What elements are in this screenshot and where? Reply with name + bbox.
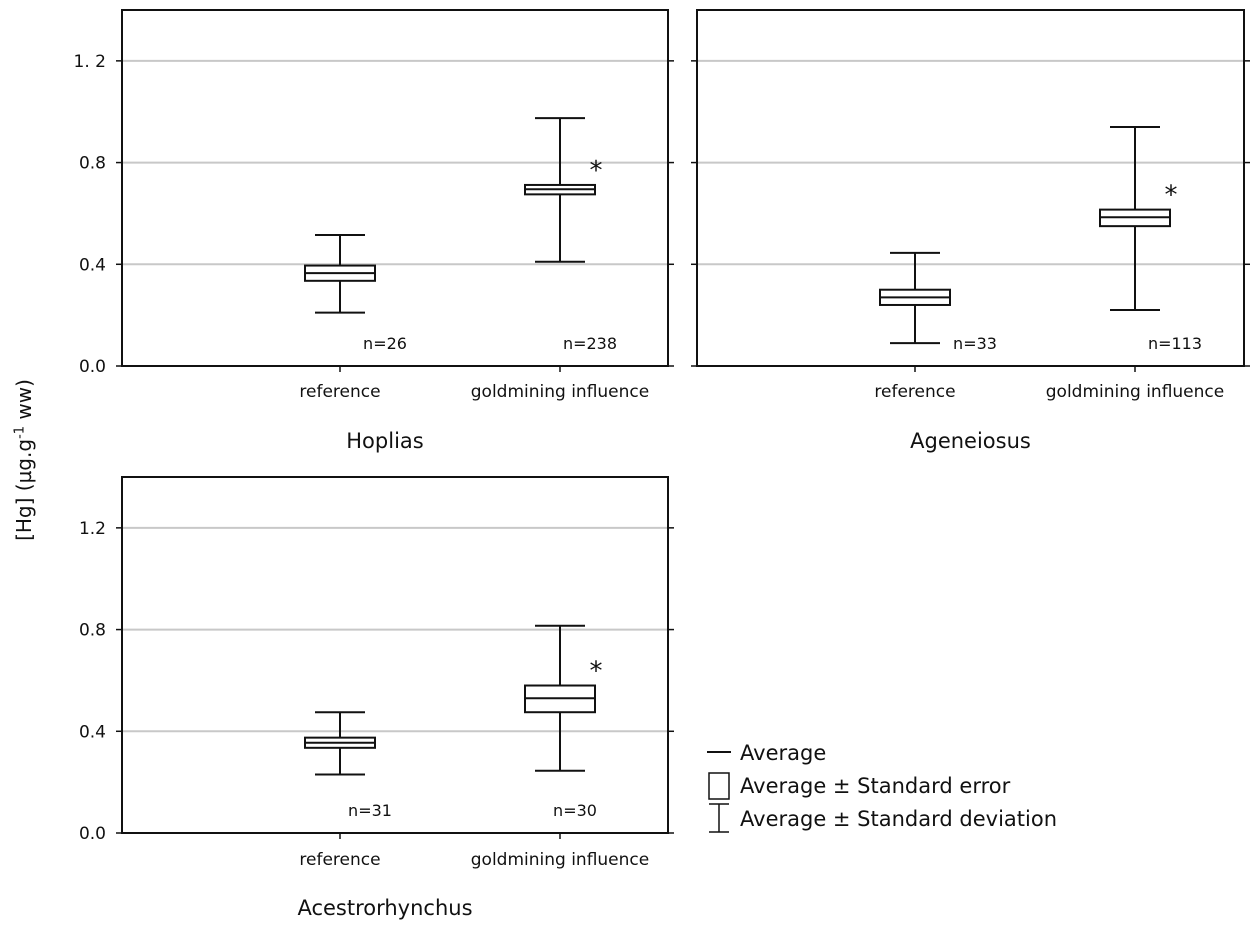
y-tick-label: 0.0 (79, 357, 106, 377)
legend-sd-whisker-icon (709, 803, 729, 833)
n-label: n=31 (348, 801, 392, 820)
x-tick-label: goldmining influence (471, 850, 649, 870)
significance-asterisk: * (1165, 181, 1178, 211)
box-reference: n=31 (304, 711, 392, 820)
y-tick-label: 0.0 (79, 824, 106, 844)
box-goldmining: n=238 * (524, 117, 617, 353)
legend-label: Average (740, 741, 826, 765)
panel-title: Ageneiosus (910, 429, 1031, 453)
x-tick-label: reference (299, 850, 380, 870)
n-label: n=26 (363, 334, 407, 353)
legend-label: Average ± Standard error (740, 774, 1011, 798)
plot-frame (696, 9, 1245, 367)
panel-title: Hoplias (346, 429, 423, 453)
n-label: n=113 (1148, 334, 1202, 353)
n-label: n=33 (953, 334, 997, 353)
significance-asterisk: * (590, 156, 603, 186)
plot-frame (121, 476, 669, 834)
n-label: n=238 (563, 334, 617, 353)
box-goldmining: n=113 * (1099, 125, 1202, 353)
y-tick-label: 1. 2 (74, 52, 106, 72)
x-tick-label: reference (299, 382, 380, 402)
x-tick-label: goldmining influence (1046, 382, 1224, 402)
significance-asterisk: * (590, 657, 603, 687)
panel-title: Acestrorhynchus (297, 896, 472, 920)
y-tick-label: 0.4 (79, 255, 106, 275)
box-reference: n=26 (304, 234, 407, 353)
legend-label: Average ± Standard deviation (740, 807, 1057, 831)
y-tick-label: 0.4 (79, 722, 106, 742)
plot-frame (121, 9, 669, 367)
x-tick-label: goldmining influence (471, 382, 649, 402)
n-label: n=30 (553, 801, 597, 820)
legend-se-box-icon (708, 772, 730, 800)
x-tick-label: reference (874, 382, 955, 402)
legend: Average Average ± Standard error Average ±… (707, 741, 1057, 833)
y-tick-label: 0.8 (79, 621, 106, 641)
box-reference: n=33 (879, 251, 997, 353)
y-tick-label: 0.8 (79, 154, 106, 174)
chart-panel-3: 0.0 0.4 0.8 1.2 reference goldmining influenc… (79, 476, 674, 920)
y-tick-label: 1.2 (79, 519, 106, 539)
box-goldmining: n=30 * (524, 624, 603, 820)
chart-panel-1: 0.0 0.4 0.8 1. 2 reference goldmining influen… (74, 9, 674, 453)
chart-panel-2: reference goldmining influence n=33 n=113 * A… (691, 9, 1250, 453)
